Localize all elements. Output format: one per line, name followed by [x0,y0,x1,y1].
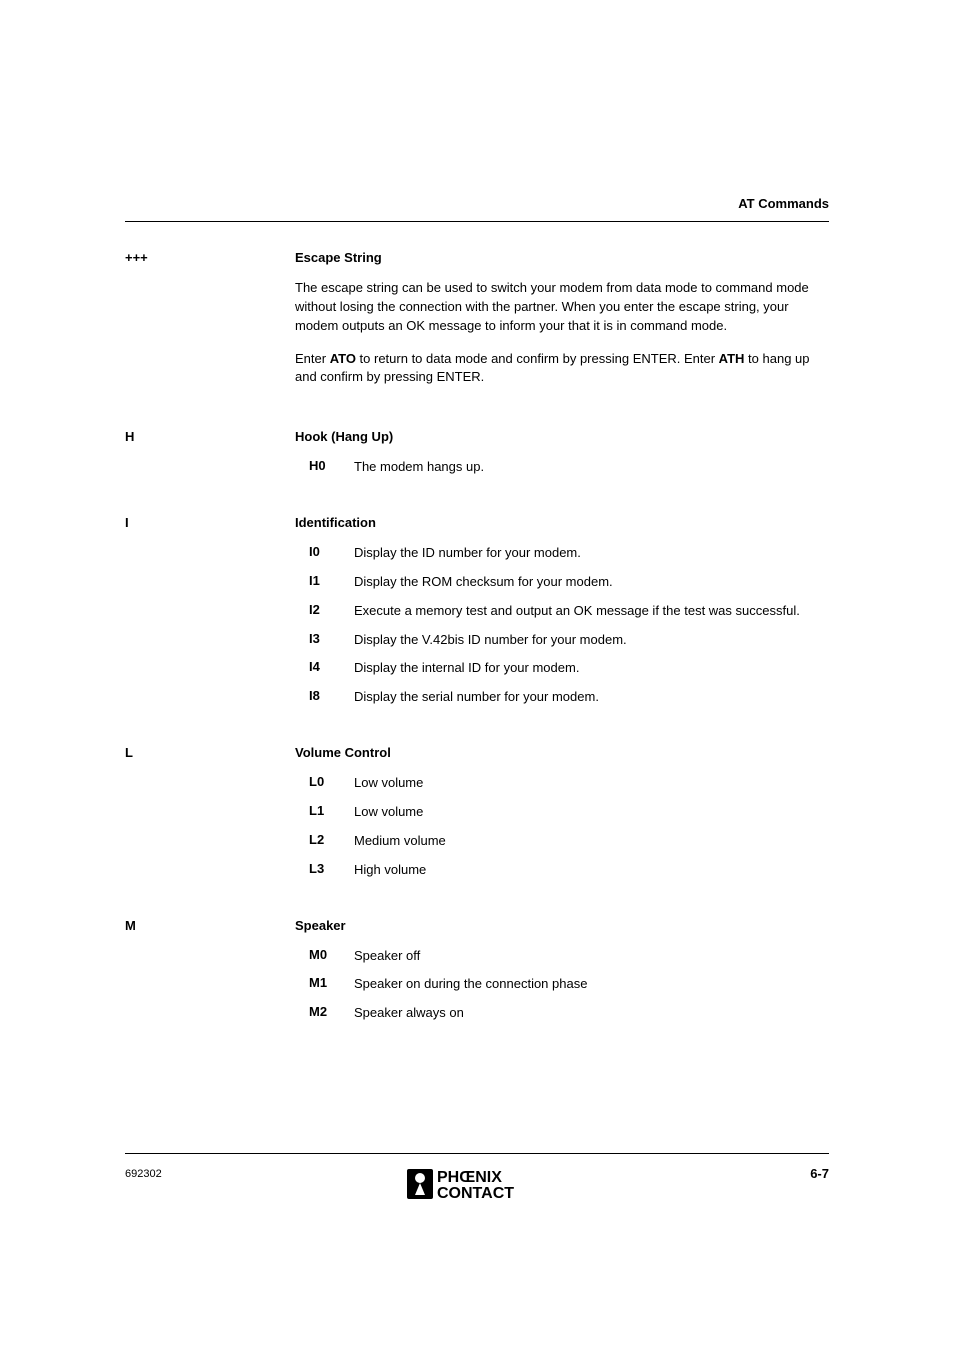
subcommand-text: Display the serial number for your modem… [354,688,829,707]
subcommand-code: L3 [309,861,354,880]
subcommand-row: L3High volume [295,861,829,880]
subcommand-row: L0Low volume [295,774,829,793]
command-title: Hook (Hang Up) [295,429,829,444]
subcommand-row: I0Display the ID number for your modem. [295,544,829,563]
subcommand-text: Display the internal ID for your modem. [354,659,829,678]
command-section: LVolume ControlL0Low volumeL1Low volumeL… [125,745,829,889]
command-body: Volume ControlL0Low volumeL1Low volumeL2… [295,745,829,889]
command-section: MSpeakerM0Speaker offM1Speaker on during… [125,918,829,1034]
svg-text:CONTACT: CONTACT [437,1185,514,1202]
subcommand-row: M0Speaker off [295,947,829,966]
subcommand-row: I1Display the ROM checksum for your mode… [295,573,829,592]
subcommand-code: M1 [309,975,354,994]
subcommand-text: Speaker off [354,947,829,966]
subcommand-code: L0 [309,774,354,793]
command-body: Escape String The escape string can be us… [295,250,829,401]
command-section: +++Escape String The escape string can be… [125,250,829,401]
phoenix-contact-logo: PHŒNIX CONTACT [407,1165,547,1208]
subcommand-text: Execute a memory test and output an OK m… [354,602,829,621]
subcommand-text: The modem hangs up. [354,458,829,477]
subcommand-row: I8Display the serial number for your mod… [295,688,829,707]
subcommand-code: I3 [309,631,354,650]
page-footer: 692302 PHŒNIX CONTACT 6-7 [125,1153,829,1181]
subcommand-code: M2 [309,1004,354,1023]
content-sections: +++Escape String The escape string can be… [125,250,829,1033]
inline-bold: ATH [719,351,745,366]
subcommand-text: Speaker always on [354,1004,829,1023]
subcommand-code: L2 [309,832,354,851]
subcommand-text: Display the ROM checksum for your modem. [354,573,829,592]
command-body: Identification I0Display the ID number fo… [295,515,829,717]
subcommand-text: Low volume [354,774,829,793]
subcommand-row: H0The modem hangs up. [295,458,829,477]
subcommand-code: I4 [309,659,354,678]
inline-bold: ATO [330,351,356,366]
subcommand-row: L1Low volume [295,803,829,822]
command-section: HHook (Hang Up) H0The modem hangs up. [125,429,829,487]
subcommand-text: Display the V.42bis ID number for your m… [354,631,829,650]
command-title: Speaker [295,918,829,933]
subcommand-row: I3Display the V.42bis ID number for your… [295,631,829,650]
command-section: IIdentification I0Display the ID number f… [125,515,829,717]
command-letter: H [125,429,295,487]
footer-page-number: 6-7 [810,1166,829,1181]
subcommand-row: M1Speaker on during the connection phase [295,975,829,994]
subcommand-code: I1 [309,573,354,592]
command-body: SpeakerM0Speaker offM1Speaker on during … [295,918,829,1034]
command-description: Enter ATO to return to data mode and con… [295,350,829,388]
command-letter: I [125,515,295,717]
subcommand-code: I0 [309,544,354,563]
subcommand-row: M2Speaker always on [295,1004,829,1023]
header-rule [125,221,829,222]
command-letter: +++ [125,250,295,401]
subcommand-text: Speaker on during the connection phase [354,975,829,994]
subcommand-code: H0 [309,458,354,477]
command-letter: L [125,745,295,889]
command-description: The escape string can be used to switch … [295,279,829,336]
subcommand-text: Display the ID number for your modem. [354,544,829,563]
command-letter: M [125,918,295,1034]
subcommand-text: High volume [354,861,829,880]
subcommand-row: I4Display the internal ID for your modem… [295,659,829,678]
command-title: Identification [295,515,829,530]
header-title: AT Commands [738,196,829,211]
subcommand-code: M0 [309,947,354,966]
footer-doc-number: 692302 [125,1168,162,1180]
command-title: Volume Control [295,745,829,760]
subcommand-row: I2Execute a memory test and output an OK… [295,602,829,621]
footer-rule [125,1153,829,1154]
subcommand-text: Low volume [354,803,829,822]
command-title: Escape String [295,250,829,265]
subcommand-code: L1 [309,803,354,822]
subcommand-row: L2Medium volume [295,832,829,851]
subcommand-text: Medium volume [354,832,829,851]
page-header: AT Commands [125,195,829,213]
svg-text:PHŒNIX: PHŒNIX [437,1169,502,1186]
subcommand-code: I2 [309,602,354,621]
command-body: Hook (Hang Up) H0The modem hangs up. [295,429,829,487]
subcommand-code: I8 [309,688,354,707]
